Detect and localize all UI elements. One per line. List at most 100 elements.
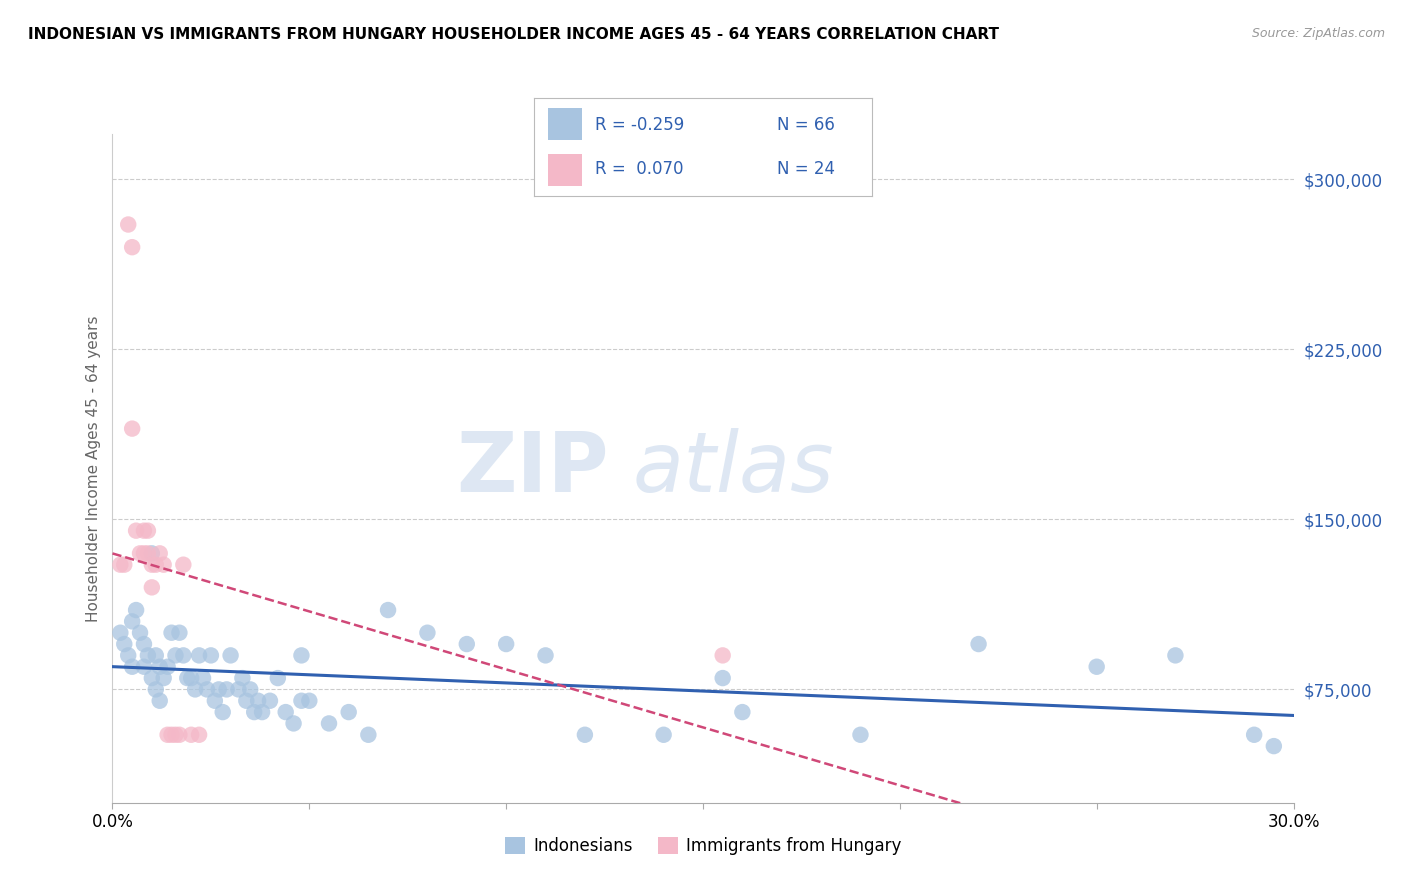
- Point: [235, 694, 257, 708]
- Point: [239, 682, 262, 697]
- Point: [132, 524, 155, 538]
- Point: [1243, 728, 1265, 742]
- Point: [849, 728, 872, 742]
- Point: [180, 671, 202, 685]
- Point: [165, 728, 187, 742]
- Text: ZIP: ZIP: [456, 428, 609, 508]
- Point: [110, 558, 132, 572]
- Point: [652, 728, 675, 742]
- Point: [141, 558, 163, 572]
- Point: [136, 546, 159, 560]
- Point: [318, 716, 340, 731]
- Legend: Indonesians, Immigrants from Hungary: Indonesians, Immigrants from Hungary: [498, 830, 908, 862]
- Point: [125, 603, 148, 617]
- Text: N = 24: N = 24: [778, 160, 835, 178]
- Point: [290, 694, 312, 708]
- Point: [129, 625, 152, 640]
- Point: [129, 546, 152, 560]
- Point: [184, 682, 207, 697]
- Point: [160, 728, 183, 742]
- Point: [357, 728, 380, 742]
- Point: [200, 648, 222, 663]
- Point: [149, 694, 172, 708]
- Text: R = -0.259: R = -0.259: [595, 116, 685, 134]
- Point: [967, 637, 990, 651]
- Point: [121, 659, 143, 673]
- FancyBboxPatch shape: [548, 154, 582, 186]
- Point: [456, 637, 478, 651]
- Point: [117, 648, 139, 663]
- Point: [711, 671, 734, 685]
- Point: [172, 558, 194, 572]
- Point: [191, 671, 214, 685]
- Point: [132, 659, 155, 673]
- Point: [112, 558, 135, 572]
- Point: [141, 671, 163, 685]
- Point: [283, 716, 305, 731]
- Point: [176, 671, 198, 685]
- Point: [188, 728, 211, 742]
- Point: [534, 648, 557, 663]
- Point: [160, 625, 183, 640]
- Point: [267, 671, 290, 685]
- Point: [215, 682, 238, 697]
- Text: R =  0.070: R = 0.070: [595, 160, 683, 178]
- Point: [110, 625, 132, 640]
- Point: [149, 546, 172, 560]
- Point: [172, 648, 194, 663]
- Point: [228, 682, 250, 697]
- Point: [141, 546, 163, 560]
- Point: [195, 682, 218, 697]
- Point: [1263, 739, 1285, 753]
- Point: [231, 671, 253, 685]
- Point: [1085, 659, 1108, 673]
- Point: [121, 422, 143, 436]
- Point: [243, 705, 266, 719]
- Point: [731, 705, 754, 719]
- Text: Source: ZipAtlas.com: Source: ZipAtlas.com: [1251, 27, 1385, 40]
- Point: [219, 648, 242, 663]
- Point: [156, 659, 179, 673]
- Point: [208, 682, 231, 697]
- Point: [574, 728, 596, 742]
- Point: [145, 682, 167, 697]
- Point: [169, 728, 191, 742]
- Point: [145, 558, 167, 572]
- Point: [180, 728, 202, 742]
- Point: [274, 705, 297, 719]
- Y-axis label: Householder Income Ages 45 - 64 years: Householder Income Ages 45 - 64 years: [86, 315, 101, 622]
- Point: [112, 637, 135, 651]
- Point: [211, 705, 233, 719]
- Point: [247, 694, 270, 708]
- Point: [165, 648, 187, 663]
- FancyBboxPatch shape: [548, 108, 582, 140]
- Point: [298, 694, 321, 708]
- Point: [377, 603, 399, 617]
- Point: [136, 648, 159, 663]
- Point: [145, 648, 167, 663]
- Point: [117, 218, 139, 232]
- Point: [337, 705, 360, 719]
- Point: [495, 637, 517, 651]
- Point: [290, 648, 312, 663]
- Point: [149, 659, 172, 673]
- Point: [152, 558, 174, 572]
- Point: [125, 524, 148, 538]
- Point: [1164, 648, 1187, 663]
- Point: [711, 648, 734, 663]
- Point: [204, 694, 226, 708]
- Point: [136, 524, 159, 538]
- Point: [132, 546, 155, 560]
- Point: [169, 625, 191, 640]
- Text: N = 66: N = 66: [778, 116, 835, 134]
- Point: [121, 615, 143, 629]
- Text: atlas: atlas: [633, 428, 834, 508]
- Point: [156, 728, 179, 742]
- Point: [259, 694, 281, 708]
- Text: INDONESIAN VS IMMIGRANTS FROM HUNGARY HOUSEHOLDER INCOME AGES 45 - 64 YEARS CORR: INDONESIAN VS IMMIGRANTS FROM HUNGARY HO…: [28, 27, 1000, 42]
- Point: [416, 625, 439, 640]
- Point: [121, 240, 143, 254]
- Point: [152, 671, 174, 685]
- Point: [132, 637, 155, 651]
- Point: [188, 648, 211, 663]
